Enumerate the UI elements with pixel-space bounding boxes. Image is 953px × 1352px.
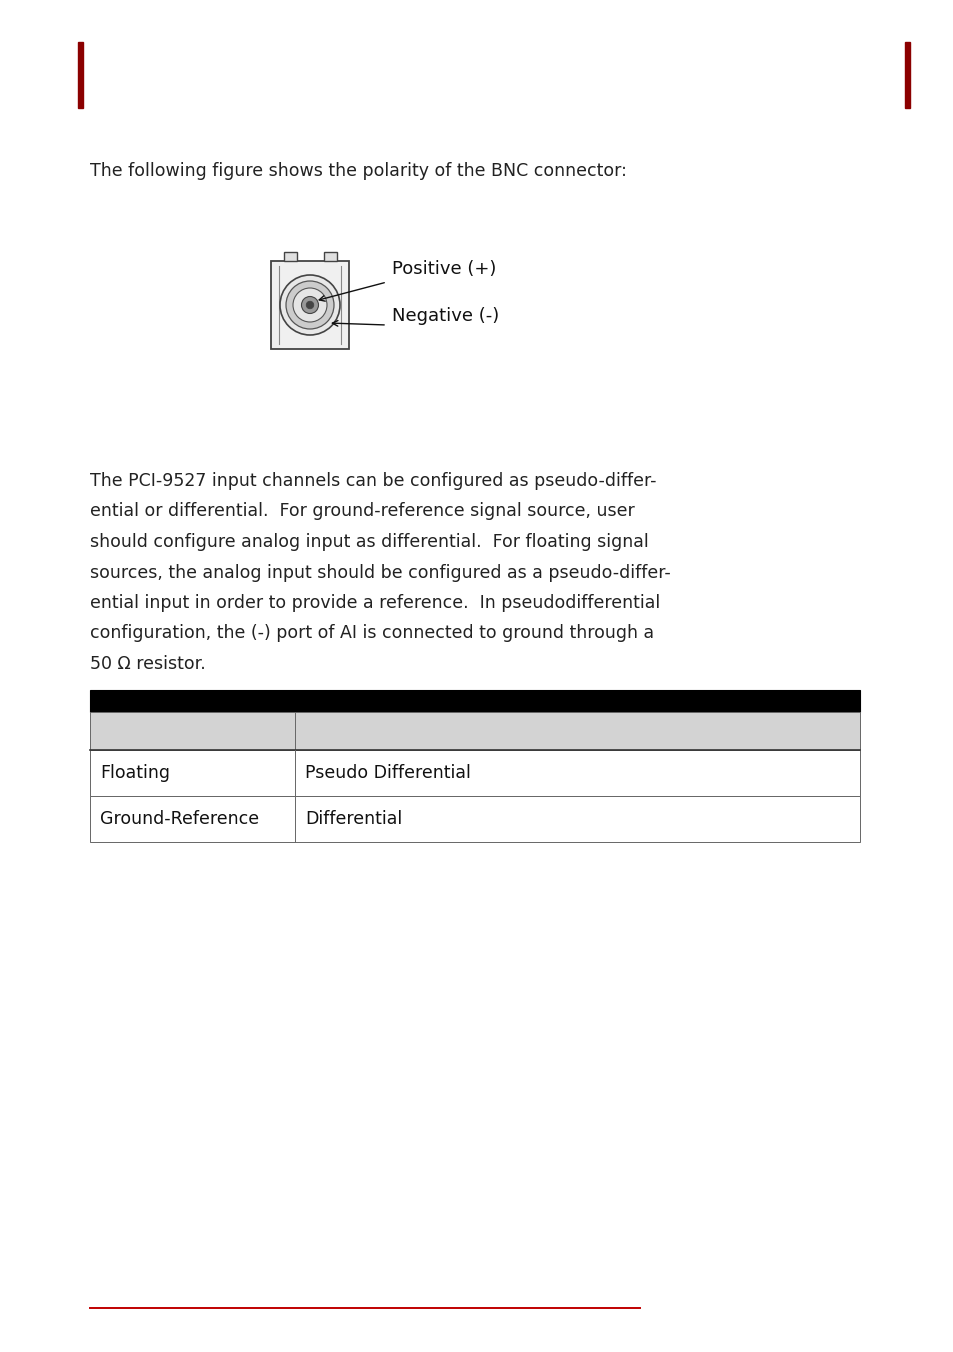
Bar (271, 261, 349, 349)
Text: Negative (-): Negative (-) (392, 307, 498, 324)
Circle shape (301, 296, 318, 314)
Circle shape (293, 288, 327, 322)
Text: Differential: Differential (305, 810, 402, 827)
Bar (90, 750, 859, 796)
Text: ential or differential.  For ground-reference signal source, user: ential or differential. For ground-refer… (90, 503, 634, 521)
Text: configuration, the (-) port of AI is connected to ground through a: configuration, the (-) port of AI is con… (90, 625, 654, 642)
Bar (90, 713, 859, 750)
Bar (90, 690, 859, 713)
Text: The PCI-9527 input channels can be configured as pseudo-differ-: The PCI-9527 input channels can be confi… (90, 472, 656, 489)
Text: sources, the analog input should be configured as a pseudo-differ-: sources, the analog input should be conf… (90, 564, 670, 581)
Text: Ground-Reference: Ground-Reference (100, 810, 259, 827)
Text: Positive (+): Positive (+) (392, 260, 496, 279)
Circle shape (306, 301, 314, 308)
Bar (323, 251, 336, 261)
Bar (904, 42, 908, 108)
Text: Pseudo Differential: Pseudo Differential (305, 764, 471, 781)
Text: ential input in order to provide a reference.  In pseudodifferential: ential input in order to provide a refer… (90, 594, 659, 612)
Circle shape (280, 274, 339, 335)
Text: The following figure shows the polarity of the BNC connector:: The following figure shows the polarity … (90, 162, 626, 180)
Text: should configure analog input as differential.  For floating signal: should configure analog input as differe… (90, 533, 648, 552)
Bar (90, 796, 859, 842)
Circle shape (286, 281, 334, 329)
Text: Floating: Floating (100, 764, 170, 781)
Bar (78, 42, 83, 108)
Bar (283, 251, 296, 261)
Text: 50 Ω resistor.: 50 Ω resistor. (90, 654, 206, 673)
